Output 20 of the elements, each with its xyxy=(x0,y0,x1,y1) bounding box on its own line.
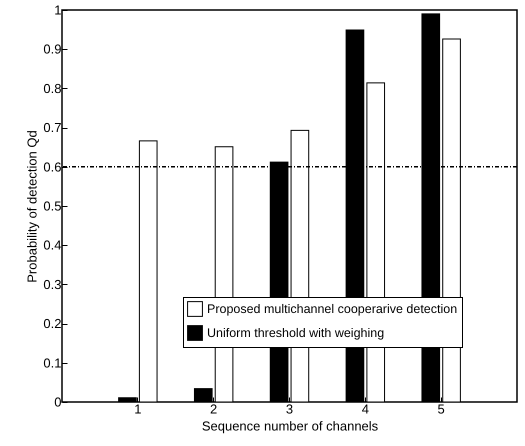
x-tick-label: 1 xyxy=(134,402,142,416)
x-tick-label: 2 xyxy=(210,402,218,416)
y-tick-label: 0.5 xyxy=(43,198,62,214)
x-tick-label: 5 xyxy=(438,402,445,416)
x-tick-label: 3 xyxy=(286,402,294,416)
y-tick-label: 0.7 xyxy=(43,120,62,136)
y-tick-label: 0.9 xyxy=(43,42,62,57)
y-tick-label: 0.1 xyxy=(43,355,62,370)
y-tick-label: 0.6 xyxy=(43,159,62,174)
y-tick-label: 1 xyxy=(54,2,62,18)
x-axis-title: Sequence number of channels xyxy=(202,418,379,434)
x-tick-label: 4 xyxy=(362,402,369,416)
y-tick-label: 0.2 xyxy=(43,316,62,332)
y-tick-label: 0 xyxy=(54,394,62,410)
legend-label: Uniform threshold with weighing xyxy=(207,326,384,340)
y-tick-label: 0.3 xyxy=(43,276,62,292)
legend-label: Proposed multichannel cooperarive detection xyxy=(207,302,458,316)
y-tick-label: 0.4 xyxy=(43,238,62,253)
y-tick-label: 0.8 xyxy=(43,80,62,96)
y-axis-title: Probability of detection Qd xyxy=(24,130,40,283)
